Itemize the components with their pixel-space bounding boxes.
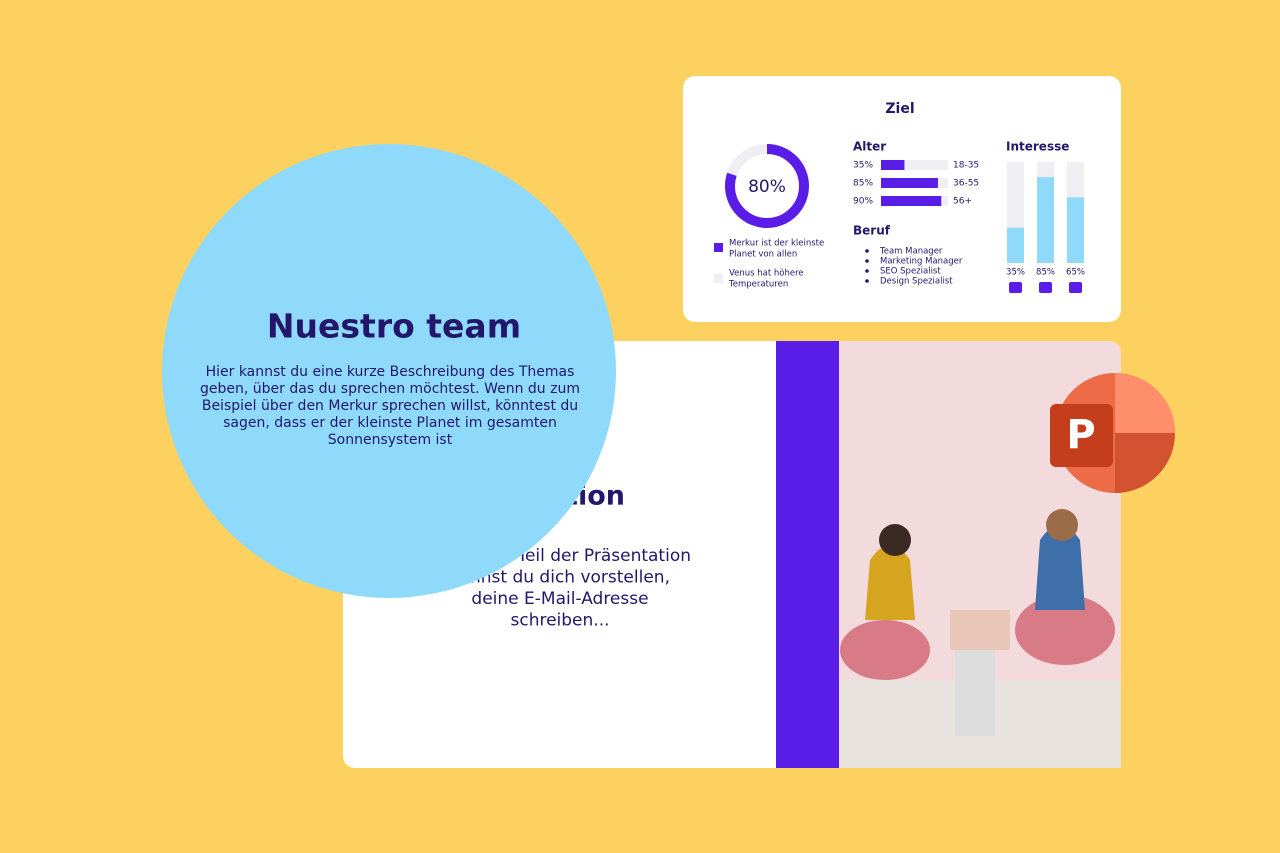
legend-text: Temperaturen <box>728 280 788 290</box>
bar <box>881 178 938 188</box>
list-item: Marketing Manager <box>880 257 963 267</box>
row-label: 35% <box>853 161 873 171</box>
bar <box>1007 227 1024 263</box>
legend-text: Planet von allen <box>729 250 797 260</box>
bar-label: 35% <box>1006 268 1025 278</box>
bar-label: 85% <box>1036 268 1055 278</box>
head <box>879 524 911 556</box>
row-label: 85% <box>853 179 873 189</box>
icon <box>1069 282 1082 293</box>
logo-letter: P <box>1066 412 1095 458</box>
body-line: Sonnensystem ist <box>328 432 453 448</box>
logo-square <box>1050 404 1113 467</box>
icon <box>1039 282 1052 293</box>
list-item: SEO Spezialist <box>880 267 941 277</box>
legend-text: Merkur ist der kleinste <box>729 239 824 249</box>
logo-quadrant <box>1115 433 1175 493</box>
section-title: Beruf <box>853 224 891 238</box>
body-line: geben, über das du sprechen möchtest. We… <box>200 381 580 397</box>
bullet <box>865 269 869 273</box>
list-item: Design Spezialist <box>880 277 953 287</box>
team-title: Nuestro team <box>267 307 521 346</box>
chair <box>840 620 930 680</box>
list-item: Team Manager <box>879 247 943 257</box>
icon <box>1009 282 1022 293</box>
logo-quadrant <box>1115 373 1175 433</box>
person <box>865 545 915 620</box>
bar <box>1067 197 1084 263</box>
body-line: Hier kannst du eine kurze Beschreibung d… <box>206 364 575 380</box>
bullet <box>865 279 869 283</box>
row-label: 90% <box>853 197 873 207</box>
body-line: sagen, dass er der kleinste Planet im ge… <box>223 415 557 431</box>
head <box>1046 509 1078 541</box>
team-circle <box>162 144 616 598</box>
bullet <box>865 259 869 263</box>
bar-label: 65% <box>1066 268 1085 278</box>
legend-swatch <box>714 274 723 283</box>
section-title: Interesse <box>1006 140 1069 154</box>
bullet <box>865 249 869 253</box>
row-range: 18-35 <box>953 161 979 171</box>
row-range: 56+ <box>953 197 972 207</box>
legend-swatch <box>714 243 723 252</box>
accent-band <box>776 341 839 768</box>
table <box>955 650 995 736</box>
body-line: Beispiel über den Merkur sprechen willst… <box>202 398 578 414</box>
laptop <box>950 610 1010 650</box>
row-range: 36-55 <box>953 179 979 189</box>
chair <box>1015 595 1115 665</box>
bar <box>1037 177 1054 263</box>
bar <box>881 196 942 206</box>
body-line: kannst du dich vorstellen, <box>450 568 670 588</box>
bar <box>881 160 905 170</box>
person <box>1035 525 1085 610</box>
bar-track <box>881 160 948 170</box>
stats-title: Ziel <box>885 101 914 117</box>
donut-arc <box>725 144 809 228</box>
legend-text: Venus hat höhere <box>729 269 804 279</box>
powerpoint-logo: P <box>1050 373 1175 493</box>
body-line: deine E-Mail-Adresse <box>471 589 648 609</box>
section-title: Alter <box>853 140 886 154</box>
donut-label: 80% <box>748 177 786 197</box>
body-line: schreiben... <box>510 611 609 631</box>
